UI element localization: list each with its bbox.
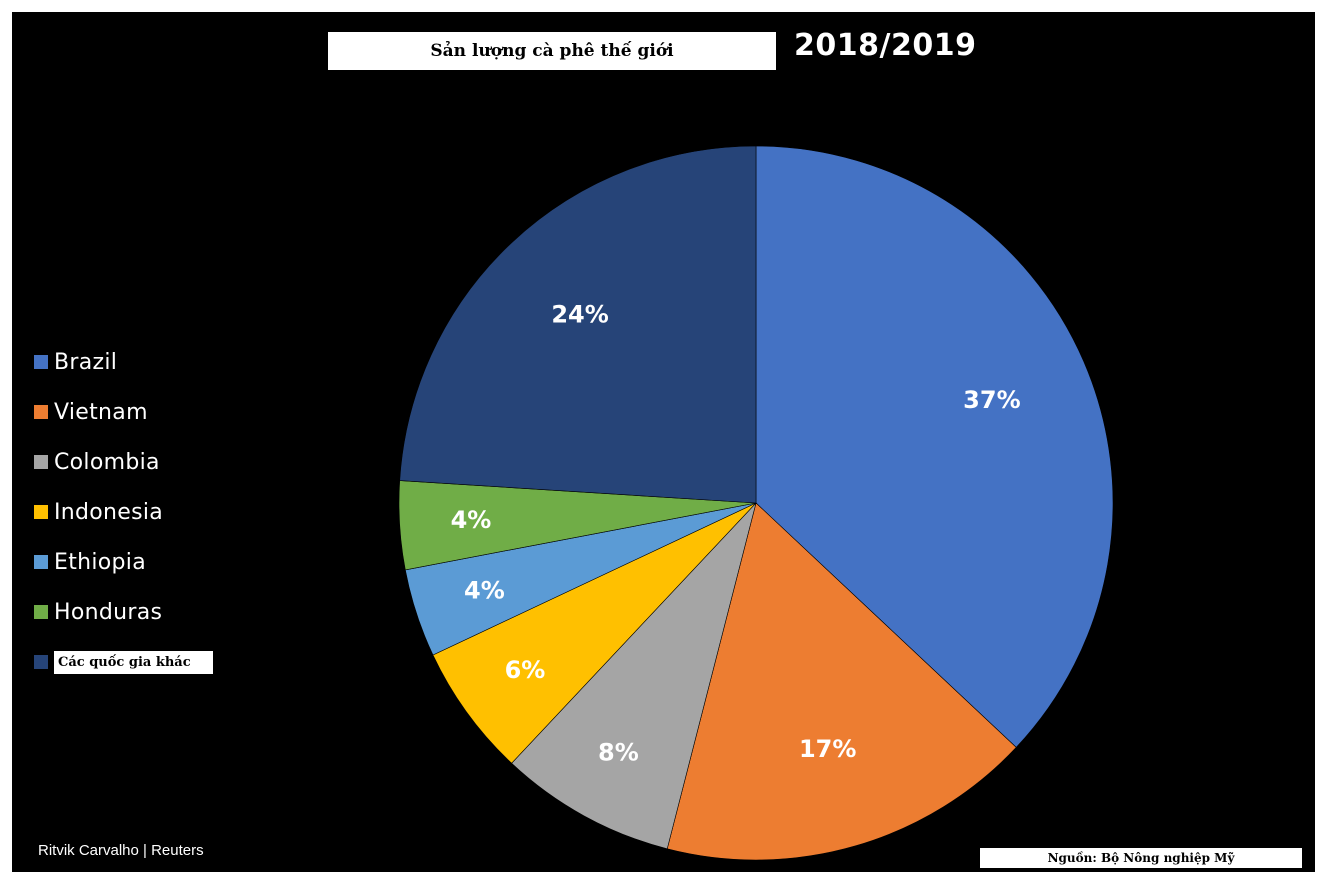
source-note: Nguồn: Bộ Nông nghiệp Mỹ bbox=[980, 848, 1302, 868]
legend-swatch-ethiopia bbox=[34, 555, 48, 569]
chart-title: Sản lượng cà phê thế giới bbox=[328, 32, 776, 70]
legend-item-brazil: Brazil bbox=[34, 337, 274, 387]
pie-slice-indonesia bbox=[432, 502, 757, 764]
legend-label-cac-quoc-gia-khac: Các quốc gia khác bbox=[54, 650, 213, 674]
legend-item-ethiopia: Ethiopia bbox=[34, 537, 274, 587]
pie-slice-brazil bbox=[755, 145, 1114, 748]
legend-item-cac-quoc-gia-khac: Các quốc gia khác bbox=[34, 637, 274, 687]
legend-label-colombia: Colombia bbox=[54, 449, 160, 475]
data-label-vietnam: 17% bbox=[799, 735, 856, 763]
legend-swatch-honduras bbox=[34, 605, 48, 619]
data-label-colombia: 8% bbox=[598, 738, 639, 766]
legend-swatch-cac-quoc-gia-khac bbox=[34, 655, 48, 669]
legend-label-brazil: Brazil bbox=[54, 349, 118, 375]
pie-slice-cac-quoc-gia-khac bbox=[399, 145, 757, 504]
legend-label-ethiopia: Ethiopia bbox=[54, 549, 147, 575]
legend-label-vietnam: Vietnam bbox=[54, 399, 148, 425]
legend-swatch-vietnam bbox=[34, 405, 48, 419]
chart-legend: Brazil Vietnam Colombia Indonesia Ethiopia Ho… bbox=[34, 337, 274, 687]
legend-item-colombia: Colombia bbox=[34, 437, 274, 487]
legend-label-indonesia: Indonesia bbox=[54, 499, 164, 525]
legend-swatch-colombia bbox=[34, 455, 48, 469]
pie-slice-vietnam bbox=[666, 502, 1017, 861]
legend-item-honduras: Honduras bbox=[34, 587, 274, 637]
pie-slice-colombia bbox=[511, 502, 757, 850]
data-label-ethiopia: 4% bbox=[464, 576, 505, 604]
legend-label-honduras: Honduras bbox=[54, 599, 163, 625]
credit-text: Ritvik Carvalho | Reuters bbox=[38, 842, 204, 859]
data-label-honduras: 4% bbox=[451, 506, 492, 534]
data-label-cac-quoc-gia-khac: 24% bbox=[551, 301, 608, 329]
legend-swatch-indonesia bbox=[34, 505, 48, 519]
chart-year: 2018/2019 bbox=[794, 28, 977, 63]
pie-chart: 37% 17% 8% 6% 4% 4% 24% bbox=[398, 145, 1114, 861]
legend-item-indonesia: Indonesia bbox=[34, 487, 274, 537]
data-label-brazil: 37% bbox=[963, 386, 1020, 414]
legend-item-vietnam: Vietnam bbox=[34, 387, 274, 437]
data-label-indonesia: 6% bbox=[505, 656, 546, 684]
legend-swatch-brazil bbox=[34, 355, 48, 369]
chart-frame: Sản lượng cà phê thế giới 2018/2019 37% 1… bbox=[12, 12, 1315, 872]
